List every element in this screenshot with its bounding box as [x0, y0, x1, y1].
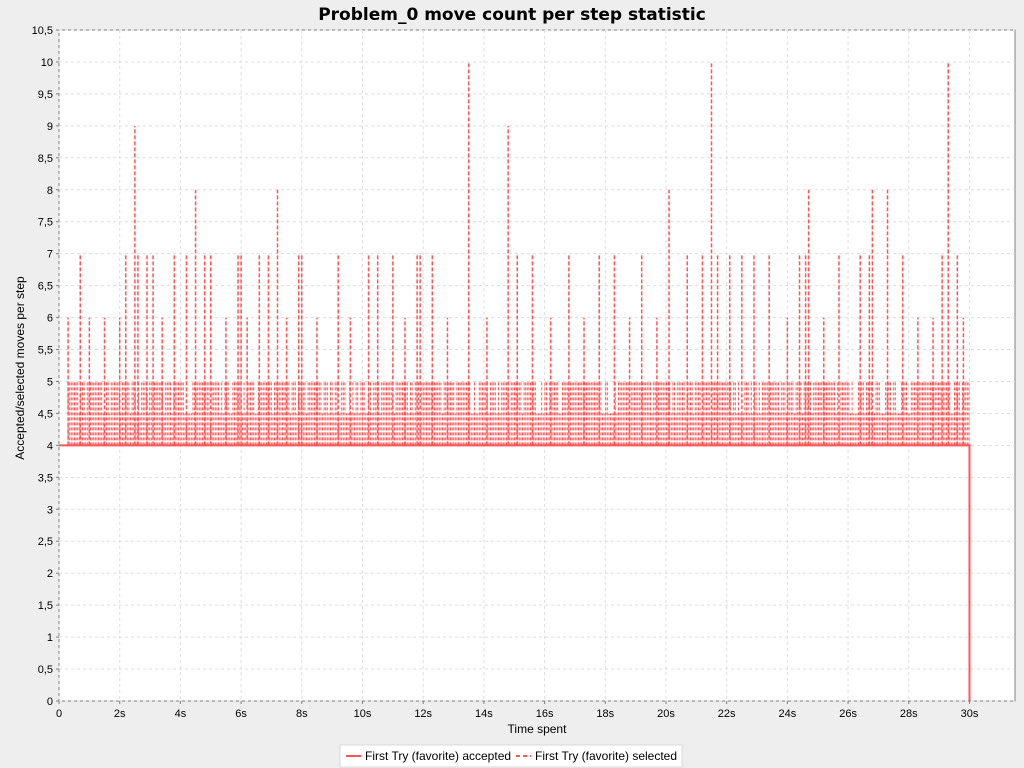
x-tick-label: 4s — [175, 708, 187, 720]
y-tick-label: 4 — [47, 440, 53, 452]
x-tick-label: 18s — [596, 708, 614, 720]
x-tick-label: 0 — [56, 708, 62, 720]
y-tick-label: 7,5 — [38, 217, 53, 229]
x-tick-label: 12s — [414, 708, 432, 720]
y-tick-label: 4,5 — [38, 408, 53, 420]
x-tick-label: 24s — [779, 708, 797, 720]
y-tick-label: 2 — [47, 568, 53, 580]
x-tick-label: 16s — [536, 708, 554, 720]
y-tick-label: 5,5 — [38, 345, 53, 357]
x-tick-label: 2s — [114, 708, 126, 720]
x-axis-ticks: 0 2s 4s 6s 8s 10s 12s 14s 16s 18s 20s 22s 24s 26s 28s 3… — [56, 701, 979, 720]
y-tick-label: 9,5 — [38, 89, 53, 101]
y-axis-label: Accepted/selected moves per step — [13, 276, 27, 460]
legend-box — [339, 744, 683, 768]
x-tick-label: 30s — [961, 708, 979, 720]
x-tick-label: 20s — [657, 708, 675, 720]
y-tick-label: 3 — [47, 504, 53, 516]
y-tick-label: 6,5 — [38, 281, 53, 293]
x-tick-label: 26s — [839, 708, 857, 720]
y-tick-label: 10 — [41, 57, 53, 69]
y-tick-label: 3,5 — [38, 472, 53, 484]
y-tick-label: 1 — [47, 632, 53, 644]
y-tick-label: 0,5 — [38, 664, 53, 676]
y-tick-label: 8 — [47, 185, 53, 197]
x-tick-label: 8s — [296, 708, 308, 720]
y-tick-label: 7 — [47, 249, 53, 261]
x-tick-label: 28s — [900, 708, 918, 720]
y-tick-label: 9 — [47, 121, 53, 133]
x-tick-label: 10s — [354, 708, 372, 720]
x-tick-label: 22s — [718, 708, 736, 720]
legend: First Try (favorite) accepted First Try … — [339, 744, 683, 768]
chart-title: Problem_0 move count per step statistic — [318, 5, 706, 25]
y-tick-label: 5 — [47, 376, 53, 388]
y-axis-ticks: 0 0,5 1 1,5 2 2,5 3 3,5 4 4,5 5 5,5 6 6,5 7 7,5 8 8,5 9 9,5… — [32, 25, 59, 708]
series-selected — [67, 61, 970, 446]
series-accepted — [59, 444, 971, 701]
x-tick-label: 14s — [475, 708, 493, 720]
y-tick-label: 2,5 — [38, 536, 53, 548]
x-axis-label: Time spent — [508, 722, 568, 736]
legend-label-accepted: First Try (favorite) accepted — [365, 749, 511, 763]
y-tick-label: 6 — [47, 313, 53, 325]
x-tick-label: 6s — [235, 708, 247, 720]
y-tick-label: 10,5 — [32, 25, 53, 37]
accepted-series-line — [59, 444, 971, 701]
plot-area — [58, 29, 1016, 702]
y-tick-label: 8,5 — [38, 153, 53, 165]
y-tick-label: 0 — [47, 696, 53, 708]
y-tick-label: 1,5 — [38, 600, 53, 612]
legend-label-selected: First Try (favorite) selected — [535, 749, 677, 763]
